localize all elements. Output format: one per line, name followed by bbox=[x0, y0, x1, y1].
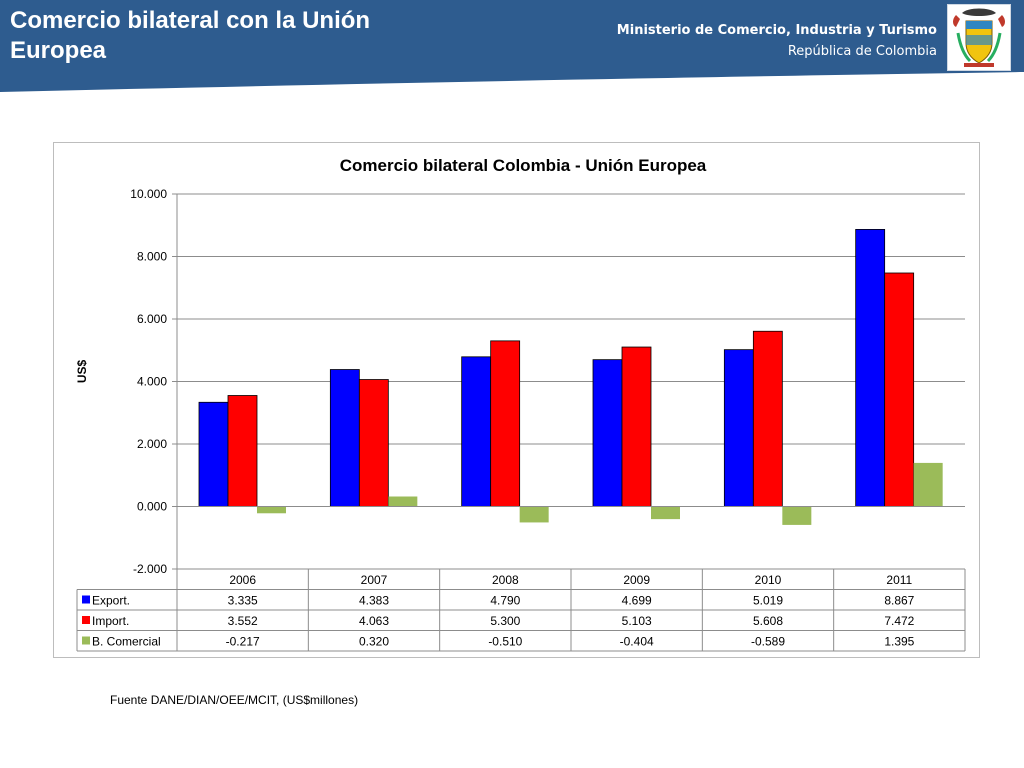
bar-import--2009 bbox=[621, 346, 652, 507]
bar-b-comercial-2008 bbox=[519, 506, 549, 523]
legend-label: Import. bbox=[92, 614, 129, 628]
bar-b-comercial-2006 bbox=[257, 506, 286, 514]
bar-import--2006 bbox=[227, 395, 258, 507]
data-label: 3.335 bbox=[228, 594, 258, 608]
data-label: 5.608 bbox=[753, 614, 783, 628]
data-label: 1.395 bbox=[884, 635, 914, 649]
data-label: 4.383 bbox=[359, 594, 389, 608]
bar-import--2011 bbox=[884, 272, 915, 507]
y-tick-label: 0.000 bbox=[137, 500, 167, 514]
header-banner bbox=[0, 0, 1024, 92]
legend-label: Export. bbox=[92, 594, 130, 608]
bar-b-comercial-2009 bbox=[651, 506, 680, 520]
bar-import--2008 bbox=[490, 340, 521, 507]
bar-export--2009 bbox=[592, 359, 623, 507]
bar-export--2008 bbox=[461, 356, 492, 507]
y-tick-label: -2.000 bbox=[133, 562, 167, 576]
data-label: -0.217 bbox=[226, 635, 260, 649]
chart-title: Comercio bilateral Colombia - Unión Euro… bbox=[340, 156, 707, 175]
bar-export--2010 bbox=[723, 349, 754, 507]
data-label: -0.589 bbox=[751, 635, 785, 649]
bar-b-comercial-2011 bbox=[913, 462, 943, 507]
y-tick-label: 10.000 bbox=[130, 187, 167, 201]
country-name: República de Colombia bbox=[787, 44, 937, 59]
data-label: 4.790 bbox=[490, 594, 520, 608]
legend-key bbox=[82, 595, 90, 604]
legend-key bbox=[82, 636, 90, 645]
data-label: -0.510 bbox=[488, 635, 522, 649]
colombia-coat-of-arms-icon bbox=[947, 4, 1011, 71]
data-label: 4.063 bbox=[359, 614, 389, 628]
bar-chart: Comercio bilateral Colombia - Unión Euro… bbox=[75, 156, 966, 652]
x-tick-label: 2008 bbox=[492, 573, 519, 587]
legend-key bbox=[82, 616, 90, 624]
data-label: 4.699 bbox=[622, 594, 652, 608]
data-label: 7.472 bbox=[884, 614, 914, 628]
data-label: 0.320 bbox=[359, 635, 389, 649]
y-tick-label: 2.000 bbox=[137, 437, 167, 451]
bar-export--2011 bbox=[855, 229, 886, 507]
data-label: -0.404 bbox=[620, 635, 654, 649]
legend-label: B. Comercial bbox=[92, 635, 161, 649]
data-label: 5.019 bbox=[753, 594, 783, 608]
slide-title: Comercio bilateral con la Unión Europea bbox=[10, 7, 371, 64]
data-label: 8.867 bbox=[884, 594, 914, 608]
x-tick-label: 2007 bbox=[361, 573, 388, 587]
x-tick-label: 2009 bbox=[623, 573, 650, 587]
source-note: Fuente DANE/DIAN/OEE/MCIT, (US$millones) bbox=[110, 693, 359, 707]
slide-header: Comercio bilateral con la Unión Europea … bbox=[0, 0, 1024, 92]
x-tick-label: 2006 bbox=[229, 573, 256, 587]
y-axis-label: US$ bbox=[75, 360, 89, 384]
bar-export--2007 bbox=[329, 369, 360, 507]
bar-export--2006 bbox=[198, 401, 229, 507]
bar-import--2007 bbox=[358, 379, 389, 507]
bar-import--2010 bbox=[752, 330, 783, 507]
y-tick-label: 6.000 bbox=[137, 312, 167, 326]
ministry-block: Ministerio de Comercio, Industria y Turi… bbox=[617, 20, 937, 62]
data-label: 5.103 bbox=[622, 614, 652, 628]
data-label: 3.552 bbox=[228, 614, 258, 628]
y-tick-label: 8.000 bbox=[137, 250, 167, 264]
y-tick-label: 4.000 bbox=[137, 375, 167, 389]
data-label: 5.300 bbox=[490, 614, 520, 628]
x-tick-label: 2011 bbox=[886, 573, 912, 587]
bar-b-comercial-2007 bbox=[388, 496, 418, 507]
x-tick-label: 2010 bbox=[755, 573, 782, 587]
bar-b-comercial-2010 bbox=[782, 506, 812, 525]
ministry-name: Ministerio de Comercio, Industria y Turi… bbox=[616, 23, 937, 38]
